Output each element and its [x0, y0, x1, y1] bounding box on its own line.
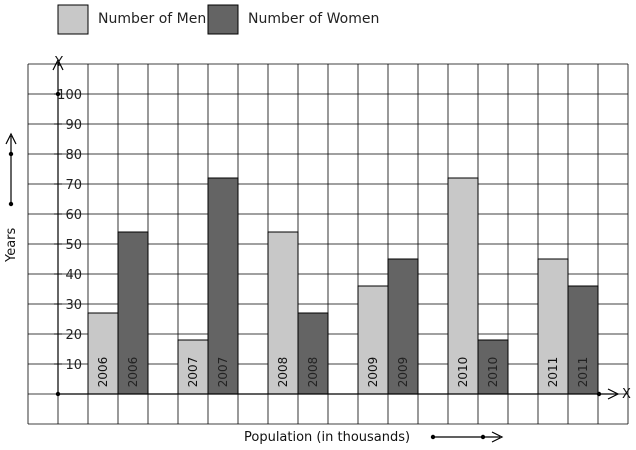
bars: 2006 2006 2007 2007 2008 2008 2009 2009 2010 2010… — [87, 177, 599, 395]
y-tick-labels: 10 20 30 40 50 60 70 80 90 100 — [54, 88, 82, 373]
bar-category-label: 2011 — [576, 357, 590, 388]
x-axis-letter: X — [622, 387, 631, 402]
bar-women-2007 — [207, 177, 239, 395]
y-title-arrow-dot-top — [8, 151, 14, 157]
y-axis-title: Years — [4, 227, 19, 263]
bar-category-label: 2008 — [306, 357, 320, 388]
legend-label-men: Number of Men — [98, 11, 206, 27]
axes: X Y — [52, 55, 631, 402]
y-axis-arrowhead — [52, 58, 64, 71]
bar-women-2009 — [387, 258, 419, 395]
bar-category-label: 2006 — [96, 357, 110, 388]
legend-label-women: Number of Women — [248, 11, 379, 27]
y-tick-label: 30 — [65, 298, 82, 313]
bar-men-2008 — [267, 231, 299, 395]
x-axis-arrowhead — [607, 388, 620, 400]
y-tick-label: 10 — [65, 358, 82, 373]
bar-women-2010 — [477, 339, 509, 395]
y-tick-label: 80 — [65, 148, 82, 163]
y-tick-label: 90 — [65, 118, 82, 133]
legend-swatch-women — [207, 4, 239, 35]
y-axis-title-group: Years — [4, 132, 19, 263]
y-title-arrow-dot-bottom — [8, 201, 14, 207]
y-tick-label: 70 — [65, 178, 82, 193]
bar-men-2006 — [87, 312, 119, 395]
x-title-arrow-dot-right — [480, 434, 486, 440]
bar-category-label: 2006 — [126, 357, 140, 388]
x-axis-title: Population (in thousands) — [244, 430, 410, 445]
bar-category-label: 2007 — [186, 357, 200, 388]
legend: Number of Men Number of Women — [57, 4, 379, 35]
bar-category-label: 2008 — [276, 357, 290, 388]
bar-category-label: 2007 — [216, 357, 230, 388]
x-title-arrow-dot-left — [430, 434, 436, 440]
bar-men-2011 — [537, 258, 569, 395]
legend-swatch-men — [57, 4, 89, 35]
bar-women-2006 — [117, 231, 149, 395]
bar-women-2011 — [567, 285, 599, 395]
y-axis-letter: Y — [54, 55, 63, 70]
x-title-arrowhead — [491, 431, 504, 443]
bar-category-label: 2009 — [396, 357, 410, 388]
bar-men-2010 — [447, 177, 479, 395]
bar-category-label: 2009 — [366, 357, 380, 388]
bar-category-label: 2011 — [546, 357, 560, 388]
bar-category-label: 2010 — [456, 357, 470, 388]
x-axis-end-dot — [596, 391, 602, 397]
x-axis-title-group: Population (in thousands) — [244, 430, 504, 445]
y-tick-label: 100 — [57, 88, 82, 103]
y-title-arrowhead — [5, 132, 17, 145]
y-tick-label: 50 — [65, 238, 82, 253]
y-tick-label: 60 — [65, 208, 82, 223]
bar-category-label: 2010 — [486, 357, 500, 388]
y-tick-label: 20 — [65, 328, 82, 343]
y-tick-label: 40 — [65, 268, 82, 283]
